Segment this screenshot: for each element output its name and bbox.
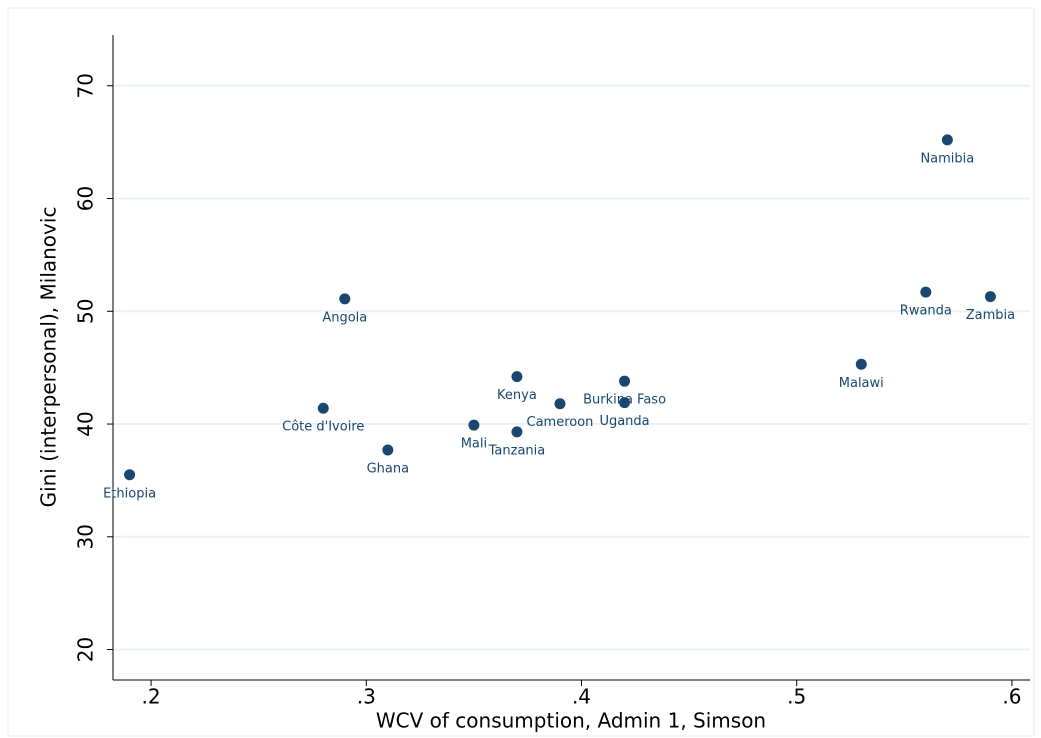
point (511, 426, 523, 438)
y-tick-label: 60 (74, 186, 98, 211)
y-tick-label: 40 (74, 411, 98, 436)
y-tick-label: 70 (74, 73, 98, 98)
point-label: Côte d'Ivoire (282, 420, 364, 435)
plot-background (7, 7, 1035, 737)
point (382, 444, 394, 456)
x-tick-label: .6 (1002, 685, 1021, 709)
point-label: Mali (461, 437, 487, 452)
point-label: Malawi (839, 376, 884, 391)
point-label: Zambia (966, 308, 1015, 323)
point-label: Ethiopia (103, 486, 156, 501)
point-label: Tanzania (488, 443, 546, 458)
y-tick-label: 20 (74, 637, 98, 662)
y-tick-label: 30 (74, 524, 98, 549)
point (855, 358, 867, 370)
point (511, 371, 523, 383)
point (468, 419, 480, 431)
x-tick-label: .5 (787, 685, 806, 709)
point-label: Namibia (920, 151, 974, 166)
x-tick-label: .2 (142, 685, 161, 709)
point (984, 291, 996, 303)
point-label: Cameroon (527, 415, 594, 430)
point (124, 469, 136, 481)
point (554, 398, 566, 410)
x-tick-label: .3 (357, 685, 376, 709)
point (941, 134, 953, 146)
point-label: Ghana (367, 461, 410, 476)
point (619, 375, 631, 387)
y-tick-label: 50 (74, 299, 98, 324)
point (339, 293, 351, 305)
y-axis-title: Gini (interpersonal), Milanovic (37, 207, 61, 508)
point-label: Kenya (497, 388, 537, 403)
point (920, 286, 932, 298)
x-axis-title: WCV of consumption, Admin 1, Simson (376, 709, 766, 733)
point-label: Rwanda (900, 304, 952, 319)
x-tick-label: .4 (572, 685, 591, 709)
point (619, 397, 631, 409)
point (317, 402, 329, 414)
point-label: Angola (322, 310, 367, 325)
point-label: Uganda (599, 414, 649, 429)
